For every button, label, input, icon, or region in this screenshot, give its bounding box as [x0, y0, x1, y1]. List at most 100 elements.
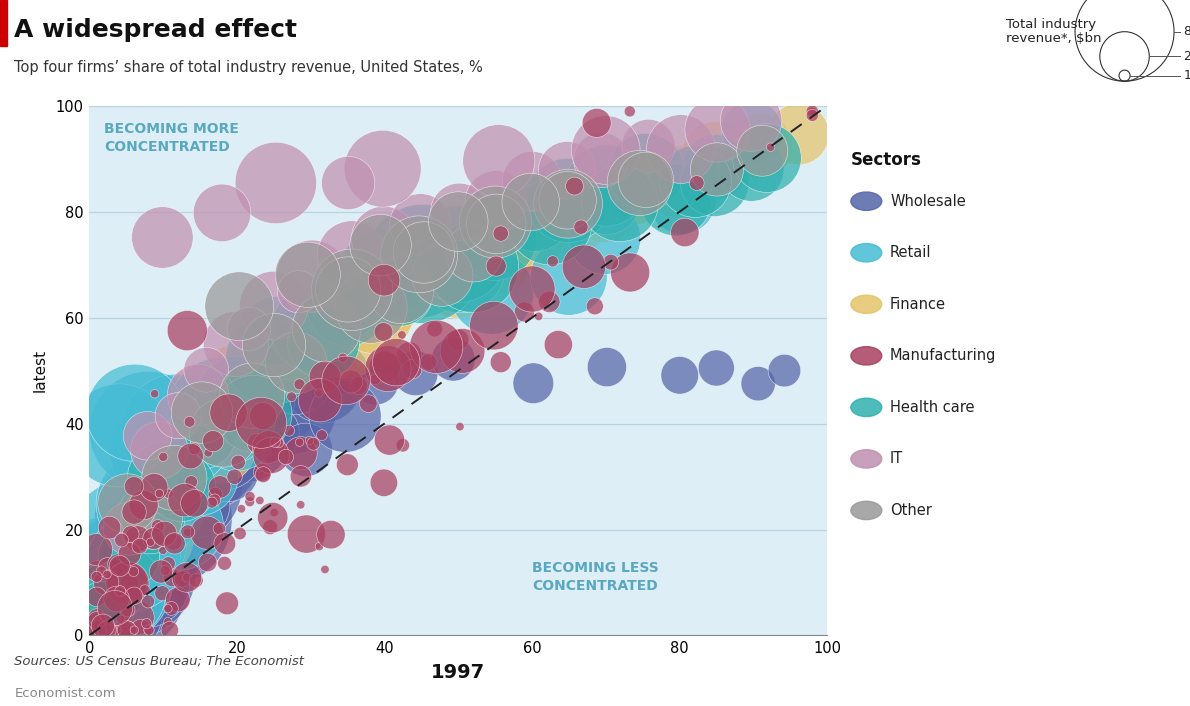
Point	[276, 451, 295, 462]
Point	[158, 616, 177, 628]
Point	[96, 577, 115, 588]
Point	[596, 180, 615, 191]
Point	[639, 140, 658, 152]
Point	[284, 406, 303, 417]
Point	[198, 527, 217, 539]
Point	[109, 430, 129, 441]
Point	[252, 467, 271, 478]
Point	[196, 364, 215, 376]
Point	[213, 417, 232, 429]
Point	[194, 448, 213, 459]
Point	[296, 528, 315, 539]
Point	[164, 472, 183, 484]
Point	[130, 540, 149, 551]
Point	[206, 489, 225, 500]
Text: BECOMING MORE
CONCENTRATED: BECOMING MORE CONCENTRATED	[104, 121, 239, 154]
Point	[262, 354, 281, 366]
Point	[803, 105, 822, 116]
Point	[515, 306, 534, 318]
Point	[137, 618, 156, 629]
Point	[431, 261, 450, 272]
Point	[98, 624, 117, 635]
Point	[199, 447, 218, 458]
Text: Manufacturing: Manufacturing	[890, 348, 996, 364]
Point	[314, 337, 333, 348]
Point	[264, 507, 283, 518]
Point	[376, 357, 395, 368]
Text: A widespread effect: A widespread effect	[14, 18, 298, 42]
Point	[482, 287, 501, 298]
Point	[261, 522, 280, 533]
Point	[87, 544, 106, 555]
Point	[118, 624, 137, 635]
Point	[193, 407, 212, 418]
Point	[595, 233, 614, 244]
Point	[631, 177, 650, 189]
Point	[124, 566, 143, 577]
Point	[215, 558, 234, 569]
Text: Economist.com: Economist.com	[14, 688, 115, 700]
Point	[227, 427, 246, 438]
Point	[321, 529, 340, 540]
Text: 200: 200	[1184, 50, 1190, 63]
Point	[393, 440, 412, 451]
Point	[741, 115, 760, 126]
Point	[155, 528, 174, 539]
Point	[449, 334, 468, 345]
Point	[374, 163, 393, 174]
Point	[180, 417, 199, 428]
Point	[299, 269, 318, 280]
Point	[362, 301, 381, 313]
Point	[169, 410, 188, 421]
Point	[757, 152, 776, 164]
Point	[261, 427, 280, 438]
Point	[105, 605, 124, 616]
Point	[118, 533, 137, 544]
Point	[99, 624, 118, 635]
Point	[253, 410, 273, 421]
Point	[270, 393, 289, 404]
Point	[414, 247, 433, 258]
Point	[234, 429, 253, 441]
Point	[154, 513, 173, 524]
Point	[244, 408, 263, 419]
Point	[571, 222, 590, 233]
Point	[145, 388, 164, 400]
Point	[591, 155, 610, 166]
Point	[374, 270, 393, 281]
Point	[334, 364, 353, 376]
Point	[125, 624, 144, 635]
Point	[162, 603, 181, 614]
Point	[178, 526, 198, 537]
Point	[219, 465, 238, 477]
Point	[309, 541, 328, 552]
Point	[803, 105, 822, 116]
Point	[749, 378, 768, 389]
Point	[267, 325, 286, 337]
Point	[107, 561, 126, 572]
Point	[564, 217, 583, 229]
Point	[406, 368, 425, 379]
Point	[138, 596, 157, 607]
Point	[203, 436, 223, 447]
Point	[676, 227, 695, 238]
Point	[125, 407, 144, 419]
Point	[296, 444, 315, 455]
Point	[154, 451, 173, 462]
Point	[156, 565, 175, 576]
Point	[392, 285, 411, 297]
Point	[283, 334, 302, 345]
Point	[243, 390, 262, 401]
Point	[140, 469, 159, 481]
Point	[106, 624, 125, 635]
Point	[282, 391, 301, 402]
Point	[393, 329, 412, 340]
Point	[161, 624, 180, 635]
Point	[751, 140, 770, 152]
Point	[707, 362, 726, 373]
Point	[449, 249, 468, 260]
Text: Sectors: Sectors	[851, 152, 922, 169]
Point	[364, 309, 383, 320]
Point	[111, 561, 130, 572]
Point	[107, 593, 126, 604]
